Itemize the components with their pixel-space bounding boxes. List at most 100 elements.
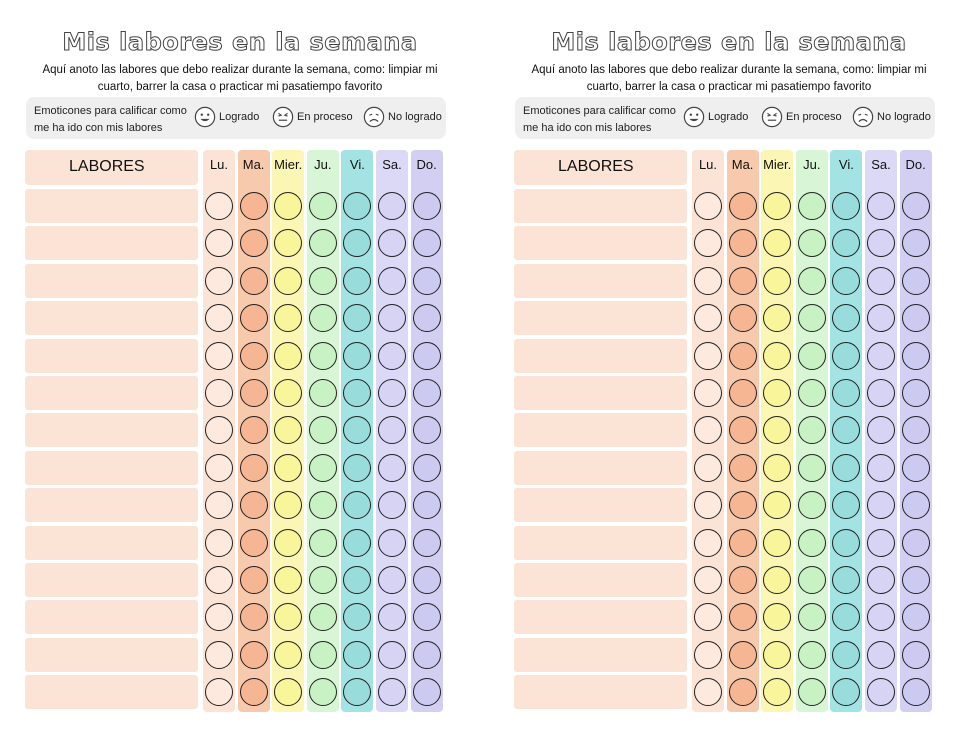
labor-input-row[interactable] <box>25 600 198 635</box>
day-check-circle[interactable] <box>239 416 268 445</box>
labor-input-row[interactable] <box>25 637 198 672</box>
day-check-circle[interactable] <box>412 266 441 295</box>
labor-input-row[interactable] <box>514 338 687 373</box>
day-check-circle[interactable] <box>308 603 337 632</box>
labor-input-row[interactable] <box>514 488 687 523</box>
day-check-circle[interactable] <box>308 491 337 520</box>
day-check-circle[interactable] <box>867 678 895 707</box>
labor-input-row[interactable] <box>514 600 687 635</box>
day-check-circle[interactable] <box>867 304 895 333</box>
labor-input-row[interactable] <box>25 226 198 261</box>
day-check-circle[interactable] <box>901 379 930 407</box>
day-check-circle[interactable] <box>901 640 930 669</box>
day-check-circle[interactable] <box>694 640 722 669</box>
day-check-circle[interactable] <box>694 341 722 370</box>
day-check-circle[interactable] <box>274 229 303 258</box>
day-check-circle[interactable] <box>343 603 372 632</box>
day-check-circle[interactable] <box>832 453 861 482</box>
day-check-circle[interactable] <box>797 416 826 445</box>
day-check-circle[interactable] <box>728 453 757 482</box>
day-check-circle[interactable] <box>867 491 895 520</box>
day-check-circle[interactable] <box>239 640 268 669</box>
day-check-circle[interactable] <box>867 603 895 632</box>
day-check-circle[interactable] <box>832 266 861 295</box>
day-check-circle[interactable] <box>378 192 406 220</box>
day-check-circle[interactable] <box>797 603 826 632</box>
day-check-circle[interactable] <box>694 491 722 520</box>
day-check-circle[interactable] <box>797 491 826 520</box>
day-check-circle[interactable] <box>867 640 895 669</box>
labor-input-row[interactable] <box>25 413 198 448</box>
labor-input-row[interactable] <box>514 226 687 261</box>
day-check-circle[interactable] <box>239 229 268 258</box>
day-check-circle[interactable] <box>274 266 303 295</box>
day-check-circle[interactable] <box>763 229 792 258</box>
day-check-circle[interactable] <box>308 416 337 445</box>
labor-input-row[interactable] <box>25 525 198 560</box>
day-check-circle[interactable] <box>412 453 441 482</box>
day-check-circle[interactable] <box>832 491 861 520</box>
day-check-circle[interactable] <box>378 266 406 295</box>
day-check-circle[interactable] <box>832 566 861 594</box>
day-check-circle[interactable] <box>901 266 930 295</box>
day-check-circle[interactable] <box>728 416 757 445</box>
day-check-circle[interactable] <box>694 266 722 295</box>
day-check-circle[interactable] <box>205 678 233 707</box>
day-check-circle[interactable] <box>308 528 337 557</box>
day-check-circle[interactable] <box>832 603 861 632</box>
day-check-circle[interactable] <box>239 379 268 407</box>
day-check-circle[interactable] <box>412 491 441 520</box>
day-check-circle[interactable] <box>728 528 757 557</box>
labor-input-row[interactable] <box>25 301 198 336</box>
day-check-circle[interactable] <box>308 678 337 707</box>
day-check-circle[interactable] <box>797 566 826 594</box>
day-check-circle[interactable] <box>308 192 337 220</box>
day-check-circle[interactable] <box>378 678 406 707</box>
day-check-circle[interactable] <box>378 304 406 333</box>
day-check-circle[interactable] <box>412 379 441 407</box>
day-check-circle[interactable] <box>763 266 792 295</box>
day-check-circle[interactable] <box>797 640 826 669</box>
day-check-circle[interactable] <box>412 192 441 220</box>
day-check-circle[interactable] <box>901 678 930 707</box>
labor-input-row[interactable] <box>514 413 687 448</box>
day-check-circle[interactable] <box>797 341 826 370</box>
day-check-circle[interactable] <box>378 379 406 407</box>
day-check-circle[interactable] <box>205 341 233 370</box>
labor-input-row[interactable] <box>25 189 198 223</box>
labor-input-row[interactable] <box>25 263 198 298</box>
day-check-circle[interactable] <box>412 566 441 594</box>
day-check-circle[interactable] <box>901 453 930 482</box>
day-check-circle[interactable] <box>867 566 895 594</box>
day-check-circle[interactable] <box>694 528 722 557</box>
day-check-circle[interactable] <box>694 229 722 258</box>
day-check-circle[interactable] <box>378 416 406 445</box>
day-check-circle[interactable] <box>308 266 337 295</box>
day-check-circle[interactable] <box>308 640 337 669</box>
day-check-circle[interactable] <box>728 603 757 632</box>
day-check-circle[interactable] <box>343 266 372 295</box>
day-check-circle[interactable] <box>901 491 930 520</box>
day-check-circle[interactable] <box>901 229 930 258</box>
day-check-circle[interactable] <box>239 603 268 632</box>
day-check-circle[interactable] <box>239 453 268 482</box>
day-check-circle[interactable] <box>763 341 792 370</box>
day-check-circle[interactable] <box>763 491 792 520</box>
day-check-circle[interactable] <box>412 678 441 707</box>
labor-input-row[interactable] <box>514 301 687 336</box>
labor-input-row[interactable] <box>514 525 687 560</box>
day-check-circle[interactable] <box>763 379 792 407</box>
day-check-circle[interactable] <box>728 192 757 220</box>
day-check-circle[interactable] <box>274 192 303 220</box>
labor-input-row[interactable] <box>514 450 687 485</box>
day-check-circle[interactable] <box>797 266 826 295</box>
day-check-circle[interactable] <box>763 603 792 632</box>
day-check-circle[interactable] <box>694 678 722 707</box>
day-check-circle[interactable] <box>205 266 233 295</box>
day-check-circle[interactable] <box>694 603 722 632</box>
day-check-circle[interactable] <box>205 416 233 445</box>
day-check-circle[interactable] <box>763 304 792 333</box>
day-check-circle[interactable] <box>308 304 337 333</box>
day-check-circle[interactable] <box>412 640 441 669</box>
day-check-circle[interactable] <box>694 304 722 333</box>
